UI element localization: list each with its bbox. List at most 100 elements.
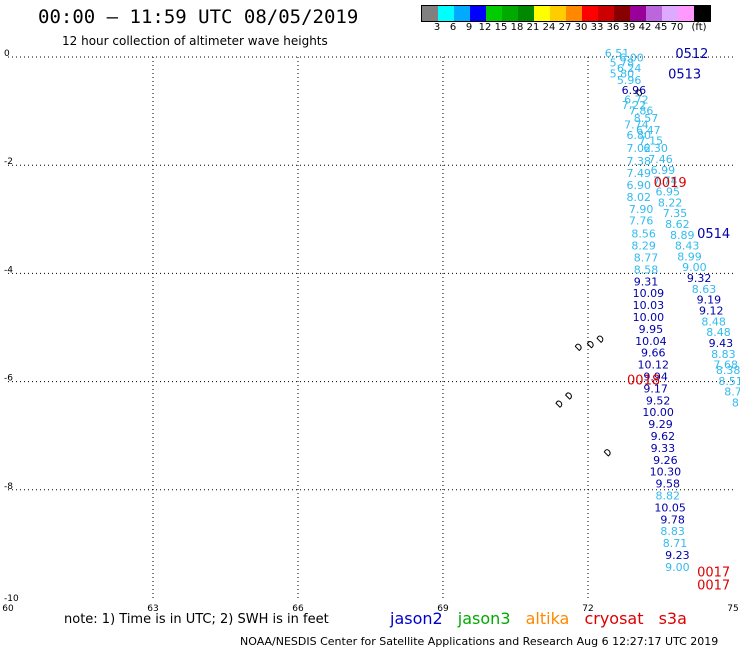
legend-swatch — [454, 6, 470, 21]
map-gridlines — [8, 56, 733, 598]
track-value: 6.00 — [619, 51, 644, 64]
island-outline — [603, 449, 611, 457]
island-outlines — [555, 89, 643, 457]
legend-swatch — [582, 6, 598, 21]
pass-label: 0512 — [675, 47, 708, 62]
track-value: 8.62 — [665, 218, 690, 231]
track-value: 9.32 — [687, 272, 712, 285]
track-value: 8.77 — [634, 251, 659, 264]
track-value: 8.83 — [711, 348, 736, 361]
track-value: 7.49 — [627, 167, 652, 180]
track-value: 8.83 — [660, 525, 685, 538]
page-subtitle: 12 hour collection of altimeter wave hei… — [62, 34, 328, 48]
track-value: 8.02 — [627, 191, 652, 204]
legend-label: 21 — [526, 22, 540, 33]
y-tick-label: -4 — [4, 265, 13, 275]
track-value: 7.35 — [663, 207, 688, 220]
track-value: 8.71 — [663, 537, 688, 550]
legend-label: 42 — [638, 22, 652, 33]
track-value: 8.48 — [706, 326, 731, 339]
legend-label: 18 — [510, 22, 524, 33]
legend-swatch — [694, 6, 710, 21]
legend-swatch — [614, 6, 630, 21]
track-value: 10.04 — [635, 335, 667, 348]
legend-swatch — [566, 6, 582, 21]
pass-label: 0019 — [654, 176, 687, 191]
pass-label: 0017 — [697, 565, 730, 580]
track-value: 6.95 — [656, 185, 681, 198]
legend-swatch — [486, 6, 502, 21]
island-outline — [596, 335, 604, 343]
track-value: 9.23 — [665, 549, 690, 562]
legend-label: 24 — [542, 22, 556, 33]
track-value: 10.30 — [650, 466, 682, 479]
legend-label: 12 — [478, 22, 492, 33]
track-value: 8.56 — [631, 228, 656, 241]
track-value: 7.86 — [629, 104, 654, 117]
track-value: 8.51 — [718, 375, 740, 388]
track-value: 9.19 — [697, 294, 722, 307]
x-tick-label: 72 — [582, 604, 593, 614]
legend-swatch — [630, 6, 646, 21]
track-value: 9.66 — [641, 347, 666, 360]
track-value: 9.58 — [656, 478, 681, 491]
track-value: 5.80 — [610, 68, 635, 81]
track-value: 9.17 — [643, 382, 668, 395]
legend-label: 36 — [606, 22, 620, 33]
track-value: 9.43 — [709, 337, 734, 350]
legend-swatch — [470, 6, 486, 21]
track-value: 6.24 — [617, 62, 642, 75]
track-value: 9.78 — [660, 513, 685, 526]
legend-swatch — [678, 6, 694, 21]
track-value: 9.31 — [634, 275, 659, 288]
track-value: 6.80 — [627, 129, 652, 142]
track-value: 6.72 — [624, 94, 649, 107]
track-value: 8.63 — [692, 283, 717, 296]
island-outline — [574, 343, 582, 352]
legend-swatch — [422, 6, 438, 21]
y-tick-label: 0 — [4, 49, 10, 59]
track-value: 8.48 — [701, 315, 726, 328]
sat-jason3: jason3 — [457, 609, 511, 628]
legend-label: 45 — [654, 22, 668, 33]
pass-label: 0514 — [697, 227, 730, 242]
legend-label: 15 — [494, 22, 508, 33]
track-value: 9.95 — [639, 323, 664, 336]
track-value: 6.90 — [627, 179, 652, 192]
track-value: 8.38 — [716, 364, 740, 377]
island-outline — [635, 89, 643, 97]
track-values: 6.516.005.786.245.805.966.966.727.227.86… — [605, 47, 740, 574]
track-value: 7.68 — [714, 359, 739, 372]
track-value: 7.38 — [627, 155, 652, 168]
legend-swatch — [502, 6, 518, 21]
legend-label: 27 — [558, 22, 572, 33]
legend-label: 70 — [670, 22, 684, 33]
legend-swatch — [662, 6, 678, 21]
legend-label: 33 — [590, 22, 604, 33]
track-value: 8.29 — [631, 240, 656, 253]
track-value: 9.00 — [682, 261, 707, 274]
legend-label: 9 — [465, 22, 473, 33]
track-value: 8.7 — [724, 386, 740, 399]
sat-s3a: s3a — [658, 609, 687, 628]
legend-swatch — [646, 6, 662, 21]
footer-credit: NOAA/NESDIS Center for Satellite Applica… — [240, 635, 719, 648]
track-value: 10.00 — [633, 311, 665, 324]
satellite-legend: jason2 jason3 altika cryosat s3a — [390, 609, 697, 628]
wave-height-color-legend — [421, 5, 711, 22]
track-value: 5.96 — [617, 74, 642, 87]
track-value: 7.76 — [629, 215, 654, 228]
track-value: 8.57 — [634, 112, 659, 125]
legend-label: 39 — [622, 22, 636, 33]
track-value: 8 — [732, 396, 739, 409]
x-tick-label: 69 — [437, 604, 449, 614]
pass-label: 0017 — [697, 578, 730, 593]
track-value: 8.89 — [670, 229, 695, 242]
track-value: 9.26 — [653, 454, 678, 467]
footer-note: note: 1) Time is in UTC; 2) SWH is in fe… — [64, 612, 329, 627]
legend-swatch — [518, 6, 534, 21]
